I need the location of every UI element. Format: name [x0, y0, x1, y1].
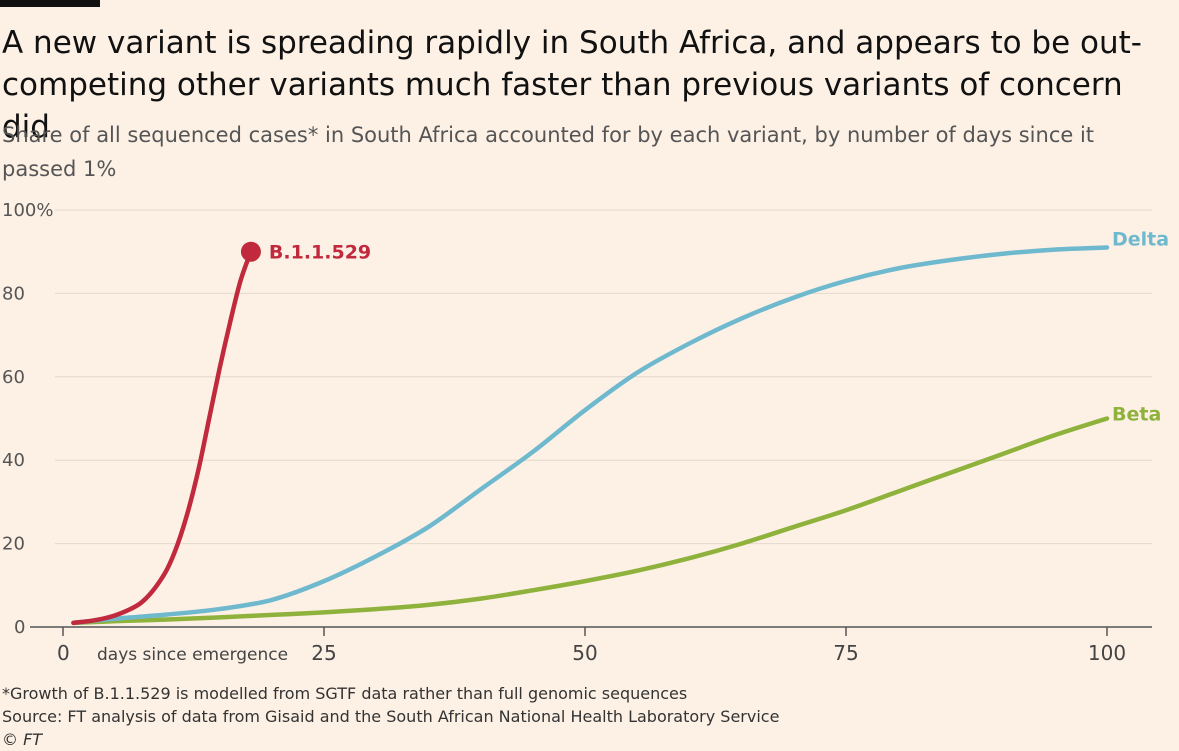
x-tick-label: 75: [833, 641, 858, 665]
footnote-source: Source: FT analysis of data from Gisaid …: [2, 707, 780, 726]
y-tick-label: 60: [2, 367, 25, 388]
series-end-marker-b-1-1-529: [240, 241, 261, 262]
line-chart: 0 20 40 60 80 100% 0 25 50 75 100 days since emerg…: [2, 200, 1169, 665]
y-tick-label: 80: [2, 283, 25, 304]
y-tick-label: 100%: [2, 200, 53, 221]
y-tick-label: 20: [2, 534, 25, 555]
y-tick-label: 0: [14, 617, 25, 638]
x-tick-label: 100: [1088, 641, 1126, 665]
y-axis: 0 20 40 60 80 100%: [2, 200, 53, 638]
series-line-beta: [71, 416, 1110, 626]
x-tick-label: 25: [311, 641, 336, 665]
series-lines: [71, 241, 1110, 626]
series-labels: Beta Delta B.1.1.529: [269, 229, 1169, 426]
series-line-delta: [71, 245, 1110, 626]
chart-title: A new variant is spreading rapidly in So…: [2, 25, 1142, 145]
x-axis: 0 25 50 75 100 days since emergence: [57, 627, 1126, 665]
brand-bar: [0, 0, 100, 7]
chart-subtitle: Share of all sequenced cases* in South A…: [2, 123, 1095, 181]
series-label-beta: Beta: [1112, 404, 1161, 426]
gridlines: [30, 209, 1152, 628]
y-tick-label: 40: [2, 450, 25, 471]
series-label-delta: Delta: [1112, 229, 1169, 251]
footnote-copyright: © FT: [2, 730, 43, 749]
footnotes: *Growth of B.1.1.529 is modelled from SG…: [2, 682, 1172, 751]
x-tick-label: 50: [572, 641, 597, 665]
x-axis-label: days since emergence: [97, 645, 288, 665]
series-label-b-1-1-529: B.1.1.529: [269, 242, 371, 264]
series-line-b-1-1-529: [71, 249, 254, 626]
x-tick-label: 0: [57, 641, 70, 665]
footnote-note: *Growth of B.1.1.529 is modelled from SG…: [2, 684, 688, 703]
